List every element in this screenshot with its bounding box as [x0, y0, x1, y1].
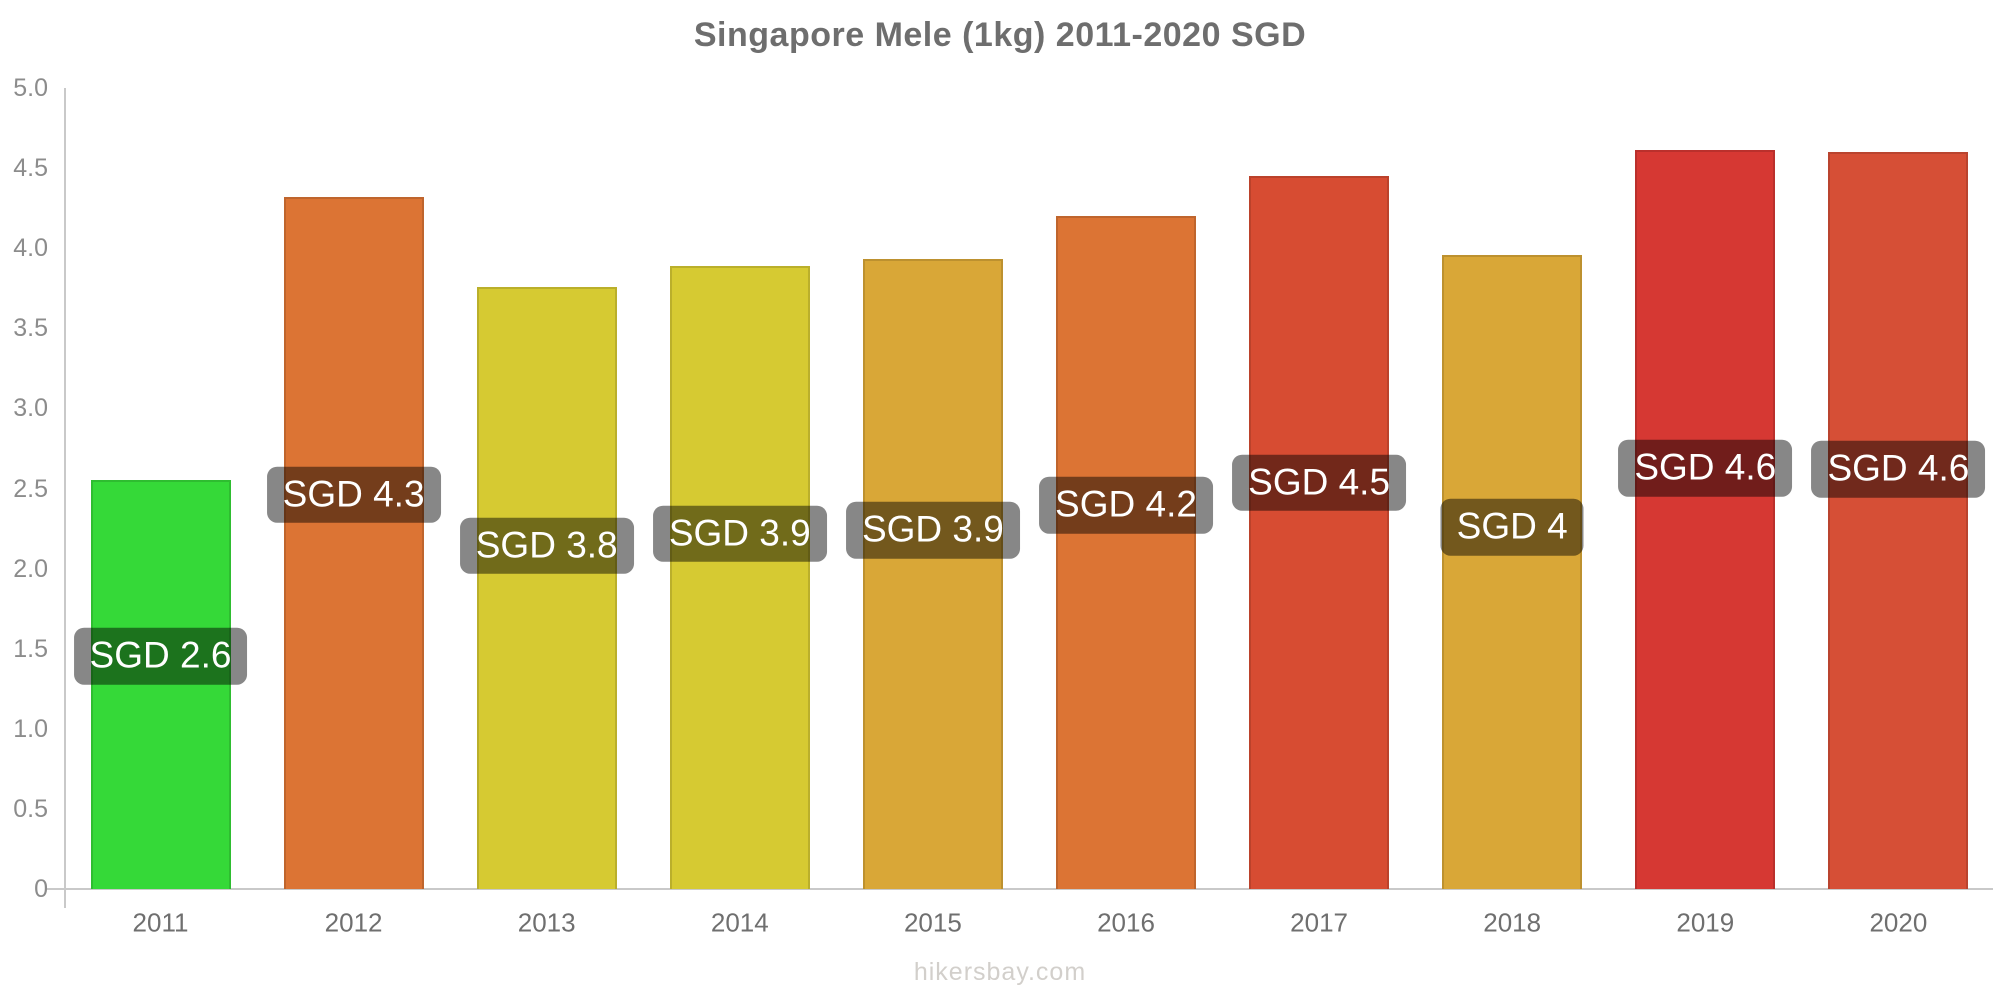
- bar-2011: [90, 480, 231, 889]
- bar-2015: [862, 259, 1003, 889]
- bar-value-badge-2018: SGD 4: [1440, 499, 1584, 556]
- bar-value-badge-2013: SGD 3.8: [459, 517, 634, 574]
- bar-2013: [476, 286, 617, 889]
- bar-2018: [1442, 254, 1583, 889]
- bar-value-badge-2011: SGD 2.6: [73, 627, 248, 685]
- x-axis-line: [46, 888, 1993, 890]
- x-tick-label-2013: 2013: [517, 907, 576, 938]
- bar-value-badge-2016: SGD 4.2: [1039, 477, 1213, 534]
- y-tick-label: 4.0: [13, 234, 48, 263]
- bar-value-badge-2017: SGD 4.5: [1232, 454, 1407, 511]
- y-tick-label: 5.0: [13, 74, 48, 102]
- bar-2020: [1828, 152, 1969, 889]
- bar-2019: [1635, 150, 1776, 889]
- x-tick-label-2016: 2016: [1097, 907, 1155, 938]
- bar-2017: [1249, 176, 1390, 889]
- y-tick-label: 3.0: [13, 394, 48, 423]
- y-tick-label: 4.5: [13, 154, 48, 183]
- bar-value-badge-2019: SGD 4.6: [1618, 439, 1793, 497]
- watermark-text: hikersbay.com: [913, 958, 1087, 986]
- x-tick-label-2012: 2012: [324, 907, 383, 938]
- y-tick-label: 1.0: [13, 714, 48, 743]
- x-tick-label-2017: 2017: [1290, 907, 1349, 938]
- bar-value-badge-2014: SGD 3.9: [652, 505, 827, 563]
- y-tick-label: 1.5: [13, 634, 48, 663]
- y-tick-label: 2.5: [13, 474, 48, 503]
- bar-2012: [283, 196, 424, 889]
- x-tick-label-2015: 2015: [903, 907, 962, 938]
- bar-value-badge-2015: SGD 3.9: [845, 501, 1020, 559]
- y-tick-label: 0: [34, 875, 48, 903]
- y-tick-label: 0.5: [13, 794, 48, 823]
- x-tick-label-2011: 2011: [132, 907, 189, 938]
- y-tick-label: 2.0: [13, 554, 48, 583]
- x-tick-label-2018: 2018: [1483, 907, 1542, 938]
- bar-2014: [669, 265, 810, 889]
- x-tick-label-2014: 2014: [710, 907, 769, 938]
- x-tick-label-2019: 2019: [1676, 907, 1735, 938]
- bar-2016: [1056, 216, 1196, 889]
- bar-value-badge-2020: SGD 4.6: [1811, 440, 1986, 498]
- chart-title: Singapore Mele (1kg) 2011-2020 SGD: [693, 16, 1307, 54]
- bar-value-badge-2012: SGD 4.3: [266, 466, 441, 523]
- y-axis-line: [64, 88, 66, 908]
- y-tick-label: 3.5: [13, 314, 48, 343]
- x-tick-label-2020: 2020: [1869, 907, 1928, 938]
